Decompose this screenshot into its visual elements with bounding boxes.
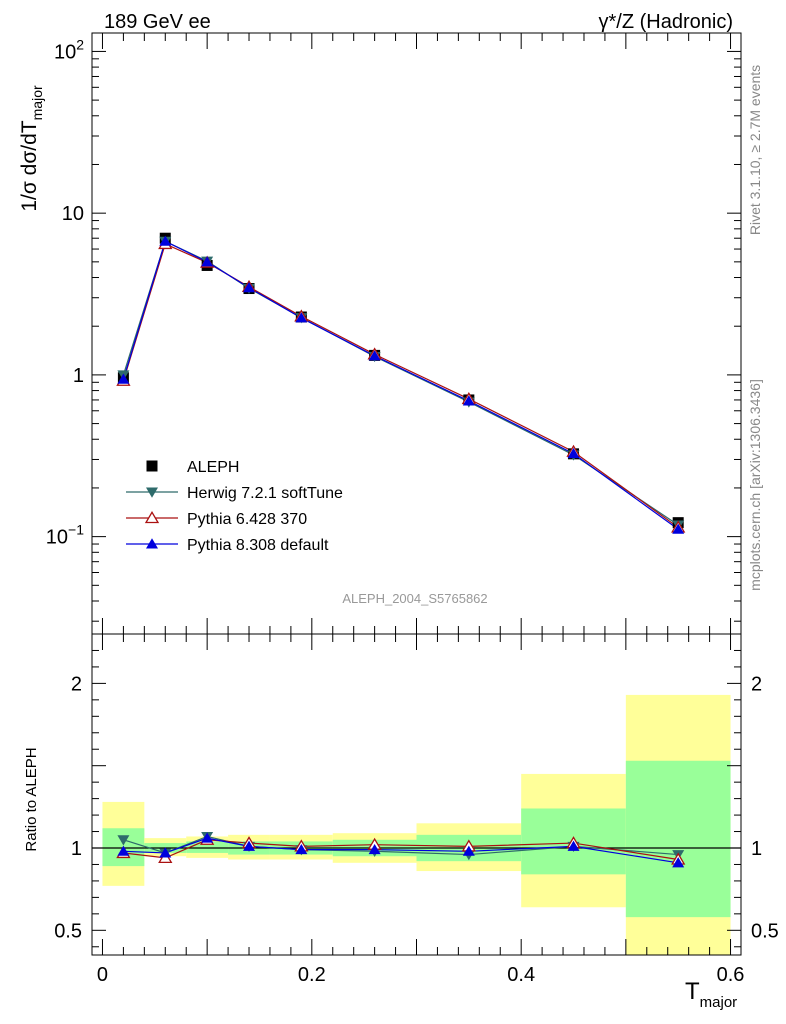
legend-label-herwig-7-2-1-softtune: Herwig 7.2.1 softTune bbox=[187, 485, 343, 502]
legend-marker-aleph bbox=[146, 460, 158, 472]
ratio-point-pythia-8-308-default bbox=[295, 843, 308, 855]
legend-marker-herwig-7-2-1-softtune bbox=[146, 487, 158, 498]
ratio-y-tick-label-left: 1 bbox=[71, 838, 82, 860]
legend-label-pythia-6-428-370: Pythia 6.428 370 bbox=[187, 511, 307, 528]
legend-label-pythia-8-308-default: Pythia 8.308 default bbox=[187, 537, 329, 554]
analysis-id-label: ALEPH_2004_S5765862 bbox=[342, 591, 487, 606]
x-tick-label: 0.2 bbox=[298, 964, 326, 986]
x-tick-label: 0 bbox=[97, 964, 108, 986]
ratio-y-tick-label-left: 2 bbox=[71, 673, 82, 695]
mcplots-label: mcplots.cern.ch [arXiv:1306.3436] bbox=[747, 379, 763, 591]
main-y-axis-label: 1/σ dσ/dTmajor bbox=[18, 85, 45, 212]
rivet-version-label: Rivet 3.1.10, ≥ 2.7M events bbox=[747, 65, 763, 235]
legend-marker-pythia-8-308-default bbox=[146, 538, 158, 549]
uncertainty-band-green bbox=[186, 841, 229, 853]
main-point-pythia-8-308-default bbox=[295, 312, 308, 323]
legend-marker-pythia-6-428-370 bbox=[144, 511, 160, 524]
main-point-pythia-8-308-default bbox=[672, 523, 685, 534]
ratio-y-tick-label-right: 1 bbox=[751, 838, 762, 860]
main-line-herwig-7-2-1-softtune bbox=[122, 240, 679, 526]
main-y-tick-label: 102 bbox=[54, 36, 84, 63]
ratio-y-tick-label-left: 0.5 bbox=[54, 920, 82, 942]
main-point-pythia-8-308-default bbox=[462, 395, 475, 406]
main-point-pythia-8-308-default bbox=[117, 373, 130, 384]
ratio-point-pythia-8-308-default bbox=[672, 857, 685, 868]
main-y-tick-label: 10 bbox=[62, 203, 84, 225]
x-axis-label: Tmajor bbox=[685, 978, 737, 1011]
ratio-point-herwig-7-2-1-softtune bbox=[117, 835, 130, 846]
legend: ALEPH Herwig 7.2.1 softTune Pythia 6.428 3… bbox=[126, 459, 343, 554]
main-panel: 10−1 1 10 102 1/σ dσ/dTmajor bbox=[18, 32, 742, 635]
main-point-pythia-8-308-default bbox=[567, 447, 580, 459]
uncertainty-band-green bbox=[625, 760, 731, 918]
ratio-point-pythia-8-308-default bbox=[117, 845, 130, 856]
ratio-point-pythia-8-308-default bbox=[159, 847, 172, 858]
ratio-y-axis-label: Ratio to ALEPH bbox=[23, 747, 40, 851]
legend-label-aleph: ALEPH bbox=[187, 459, 239, 476]
ratio-point-pythia-8-308-default bbox=[243, 840, 256, 851]
ratio-point-pythia-8-308-default bbox=[201, 832, 214, 843]
energy-title: 189 GeV ee bbox=[104, 11, 211, 33]
ratio-point-pythia-8-308-default bbox=[462, 845, 475, 856]
ratio-point-pythia-8-308-default bbox=[368, 843, 381, 855]
ratio-y-tick-label-right: 2 bbox=[751, 673, 762, 695]
main-point-pythia-8-308-default bbox=[201, 256, 214, 267]
process-title: γ*/Z (Hadronic) bbox=[599, 11, 733, 33]
main-y-tick-label: 1 bbox=[73, 365, 84, 387]
main-y-tick-label: 10−1 bbox=[46, 522, 84, 549]
ratio-y-tick-label-right: 0.5 bbox=[751, 920, 779, 942]
main-point-pythia-8-308-default bbox=[243, 282, 256, 293]
ratio-point-pythia-8-308-default bbox=[567, 840, 580, 851]
x-tick-label: 0.6 bbox=[717, 964, 745, 986]
main-point-pythia-8-308-default bbox=[159, 235, 172, 246]
x-tick-label: 0.4 bbox=[507, 964, 535, 986]
main-point-pythia-8-308-default bbox=[368, 350, 381, 361]
